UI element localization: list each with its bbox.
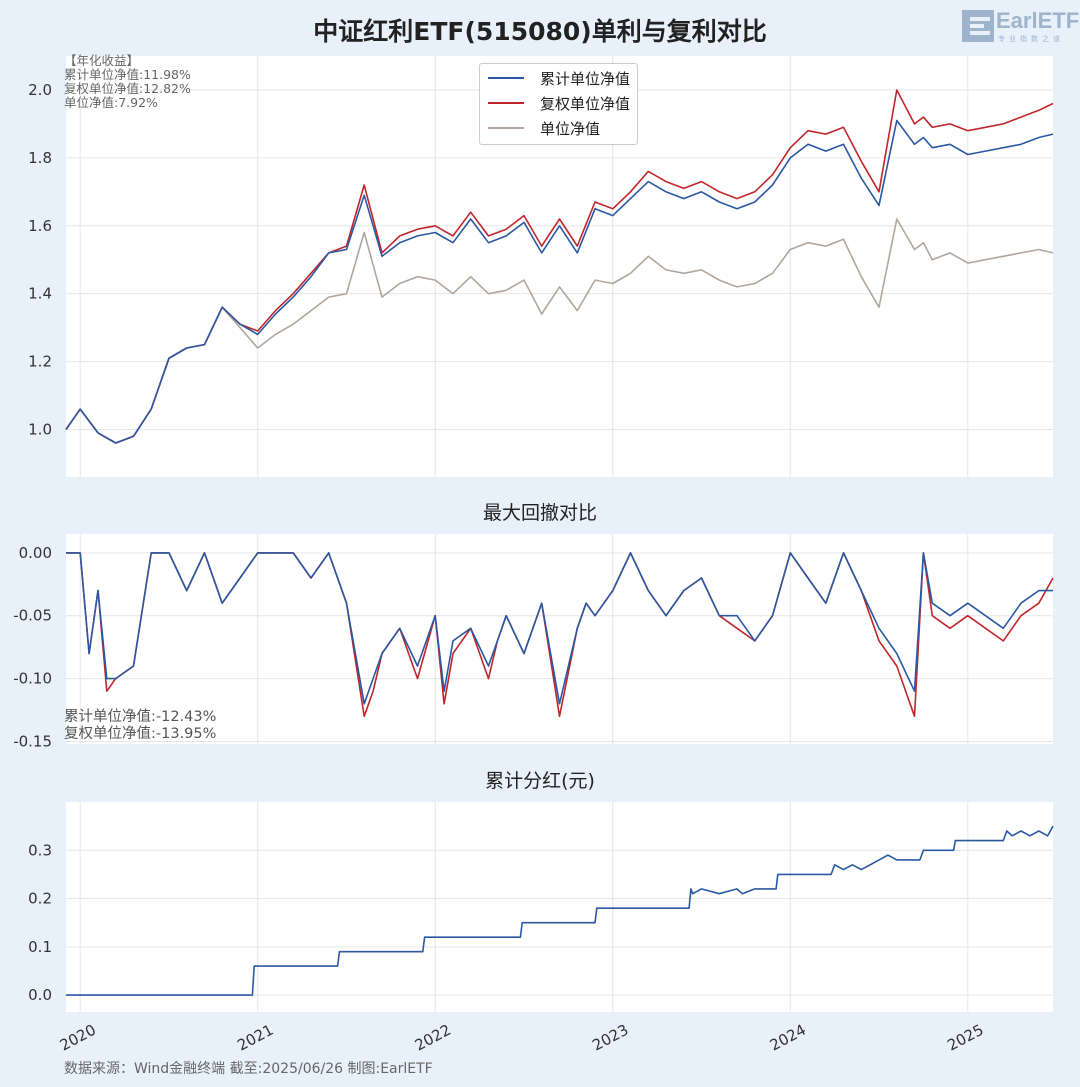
drawdown-annotation-adj: 复权单位净值:-13.95% [64,726,217,742]
y-tick-label: -0.15 [13,732,52,750]
x-tick-label: 2025 [944,1021,986,1055]
y-tick-label: 1.0 [28,420,52,438]
y-tick-label: -0.10 [13,670,52,688]
legend-label-adj: 复权单位净值 [540,95,631,113]
y-tick-label: 2.0 [28,81,52,99]
annotation-header: 【年化收益】 [64,53,140,68]
legend: 累计单位净值 复权单位净值 单位净值 [479,63,638,145]
legend-swatch-cum [488,77,524,79]
y-tick-label: 0.00 [19,544,52,562]
y-tick-label: 1.2 [28,353,52,371]
legend-swatch-unit [488,127,524,129]
y-tick-label: 1.8 [28,149,52,167]
x-tick-label: 2020 [57,1021,99,1055]
legend-label-cum: 累计单位净值 [540,70,631,88]
annotation-unit-return: 单位净值:7.92% [64,95,158,110]
logo-text: EarlETF [996,8,1080,33]
logo-subtext: 专业指数之道 [998,35,1064,43]
earletf-logo: EarlETF 专业指数之道 [962,8,1079,44]
y-tick-label: 1.6 [28,217,52,235]
legend-label-unit: 单位净值 [540,120,601,138]
x-tick-label: 2022 [412,1021,454,1055]
nav-series-line-2 [65,218,1054,444]
drawdown-annotation-cum: 累计单位净值:-12.43% [64,709,217,725]
x-tick-label: 2021 [234,1021,276,1055]
annotation-cum-return: 累计单位净值:11.98% [64,67,191,82]
y-tick-label: 0.3 [28,841,52,859]
y-tick-label: 0.1 [28,938,52,956]
annualized-return-annotation: 【年化收益】 累计单位净值:11.98% 复权单位净值:12.82% 单位净值:… [64,54,191,110]
y-tick-label: 1.4 [28,285,52,303]
y-tick-label: -0.05 [13,607,52,625]
dividend-plot-area [66,802,1053,1012]
dividend-chart-title: 累计分红(元) [485,770,595,792]
y-tick-label: 0.2 [28,890,52,908]
dividend-chart: 2020 2021 2022 2023 2024 2025 0.0 0.1 0.2 0.3 [28,802,1054,1055]
annotation-adj-return: 复权单位净值:12.82% [64,81,191,96]
data-source-footer: 数据来源：Wind金融终端 截至:2025/06/26 制图:EarlETF [64,1061,433,1077]
y-tick-label: 0.0 [28,986,52,1004]
logo-mark-icon [962,10,994,42]
nav-series-line-0 [65,119,1054,444]
legend-swatch-adj [488,102,524,104]
chart-title: 中证红利ETF(515080)单利与复利对比 [313,17,767,46]
drawdown-chart-title: 最大回撤对比 [482,502,597,524]
drawdown-series-line-0 [66,552,1053,705]
x-tick-label: 2024 [767,1021,809,1055]
drawdown-plot-area [66,534,1053,744]
drawdown-chart: 0.00 -0.05 -0.10 -0.15 [13,534,1054,750]
x-tick-label: 2023 [589,1021,631,1055]
dividend-series-line-0 [66,825,1054,996]
